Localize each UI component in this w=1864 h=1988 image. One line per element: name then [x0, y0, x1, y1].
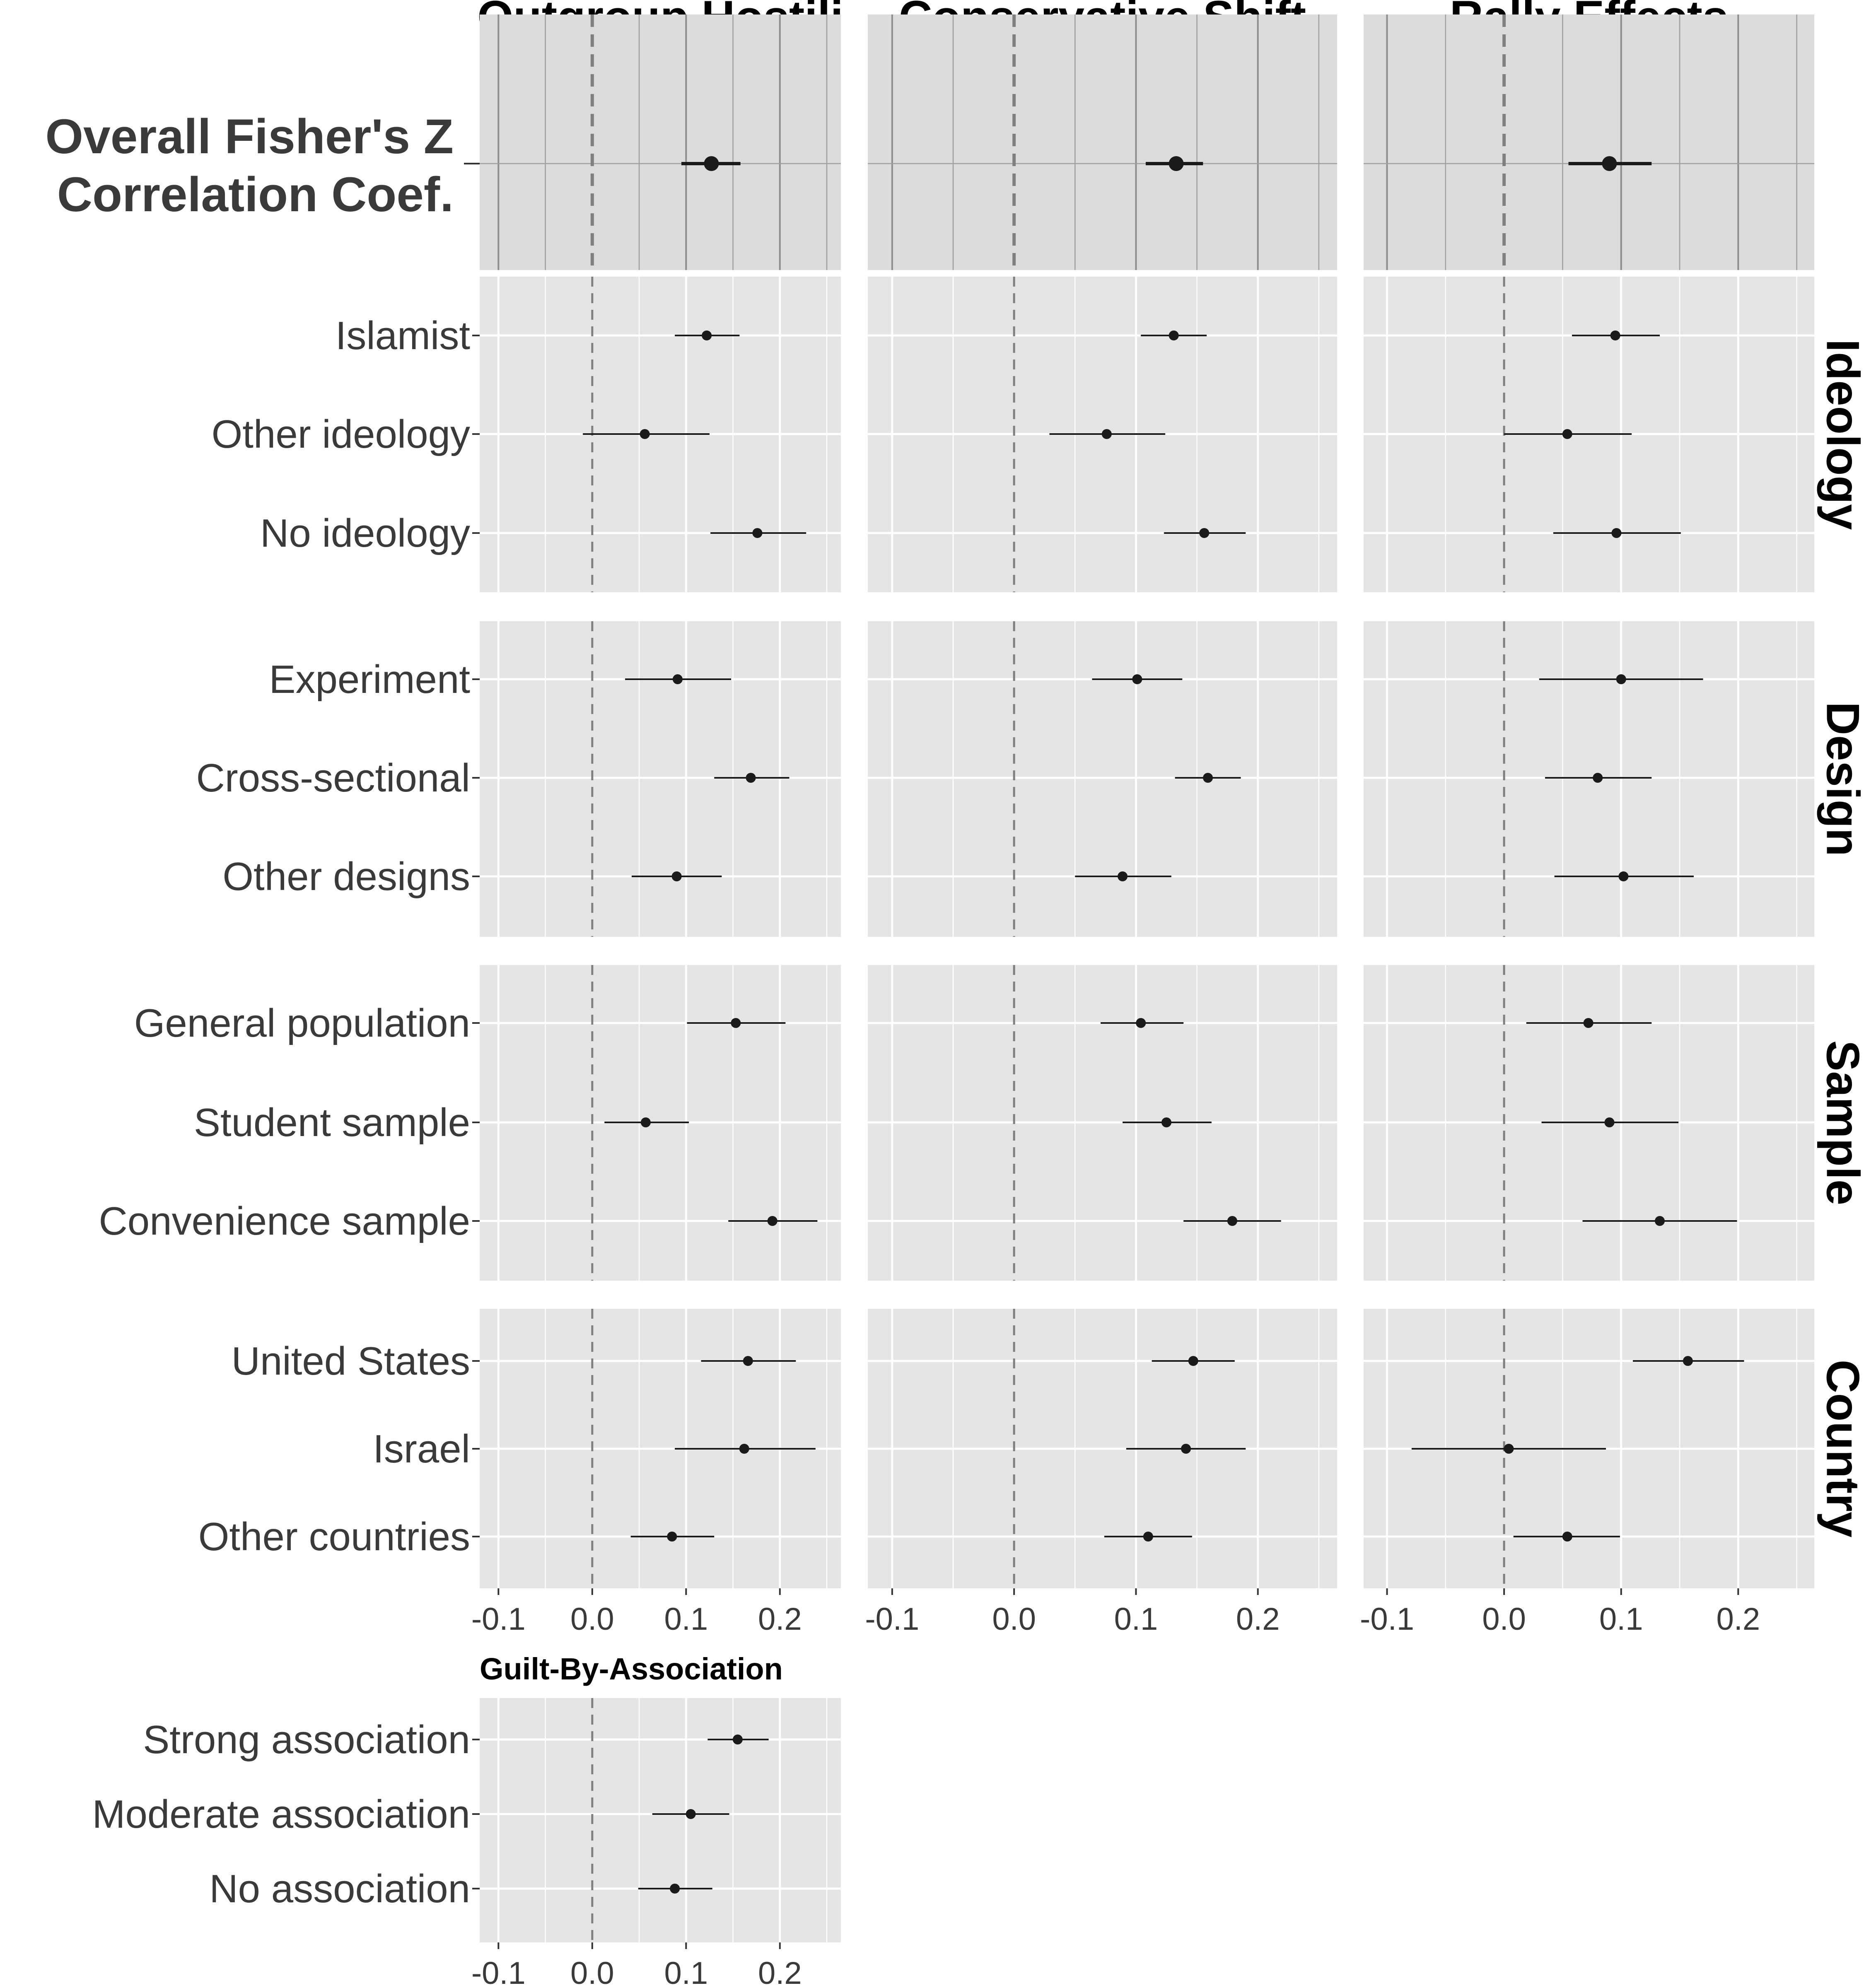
- country-row-point-estimate: [1143, 1532, 1153, 1542]
- overall-panel-background: [480, 14, 841, 270]
- guilt-row-point-estimate: [732, 1735, 743, 1744]
- design-row-point-estimate: [671, 871, 682, 881]
- row-label: Other ideology: [212, 412, 470, 456]
- main-axis-x-tick-label: 0.2: [1716, 1602, 1760, 1637]
- design-row-point-estimate: [1118, 871, 1128, 881]
- sample-row-point-estimate: [1604, 1117, 1615, 1127]
- overall-point-estimate: [1169, 156, 1184, 171]
- main-axis-x-tick-label: 0.0: [992, 1602, 1036, 1637]
- design-panel-background: [868, 621, 1337, 937]
- row-label: Israel: [373, 1427, 470, 1471]
- row-label: Cross-sectional: [196, 756, 470, 800]
- guilt-panel-background: [480, 1698, 841, 1942]
- design-panel-background: [1364, 621, 1814, 937]
- sample-row-point-estimate: [1227, 1216, 1237, 1226]
- guilt-axis-x-tick-label: 0.1: [664, 1956, 708, 1988]
- main-axis-x-tick-label: -0.1: [865, 1602, 919, 1637]
- country-row-point-estimate: [1683, 1356, 1693, 1366]
- row-label: Other countries: [198, 1515, 470, 1559]
- guilt-row-point-estimate: [686, 1809, 696, 1819]
- guilt-row-label: Strong association: [143, 1718, 470, 1762]
- ideology-row-point-estimate: [1611, 528, 1622, 538]
- ideology-row-point-estimate: [1169, 331, 1179, 340]
- country-row-point-estimate: [1504, 1444, 1514, 1454]
- sample-row-point-estimate: [767, 1216, 777, 1226]
- main-axis-x-tick-label: 0.1: [1599, 1602, 1643, 1637]
- overall-effect-label: Overall Fisher's Z: [45, 109, 454, 164]
- guilt-axis-x-tick-label: 0.0: [570, 1956, 614, 1988]
- country-row-point-estimate: [667, 1532, 677, 1542]
- country-row-point-estimate: [739, 1444, 749, 1454]
- main-axis-x-tick-label: -0.1: [1360, 1602, 1414, 1637]
- overall-panel-background: [1364, 14, 1814, 270]
- guilt-row-point-estimate: [670, 1884, 680, 1894]
- ideology-row-point-estimate: [752, 528, 763, 538]
- main-axis-x-tick-label: 0.0: [1482, 1602, 1526, 1637]
- sample-row-point-estimate: [1161, 1117, 1171, 1127]
- design-row-point-estimate: [1618, 871, 1629, 881]
- guilt-axis-x-tick-label: 0.2: [758, 1956, 802, 1988]
- facet-strip-label: Country: [1817, 1360, 1864, 1537]
- country-row-point-estimate: [1188, 1356, 1198, 1366]
- row-label: Student sample: [194, 1100, 470, 1145]
- row-label: No ideology: [260, 511, 470, 555]
- country-row-point-estimate: [1562, 1532, 1572, 1542]
- overall-point-estimate: [1602, 156, 1617, 171]
- design-row-point-estimate: [672, 674, 683, 684]
- ideology-row-point-estimate: [1101, 429, 1112, 439]
- facet-strip-label: Ideology: [1817, 339, 1864, 530]
- main-axis-x-tick-label: -0.1: [471, 1602, 526, 1637]
- design-panel-background: [480, 621, 841, 937]
- row-label: Convenience sample: [99, 1199, 470, 1243]
- sample-row-point-estimate: [1583, 1018, 1594, 1028]
- guilt-panel-title: Guilt-By-Association: [480, 1652, 783, 1686]
- row-label: Other designs: [222, 854, 470, 899]
- main-axis-x-tick-label: 0.2: [758, 1602, 802, 1637]
- country-row-point-estimate: [743, 1356, 753, 1366]
- ideology-row-point-estimate: [1610, 331, 1620, 340]
- ideology-row-point-estimate: [702, 331, 712, 340]
- main-axis-x-tick-label: 0.1: [664, 1602, 708, 1637]
- overall-point-estimate: [704, 156, 719, 171]
- design-row-point-estimate: [746, 773, 756, 783]
- row-label: United States: [232, 1339, 470, 1383]
- row-label: General population: [134, 1001, 470, 1045]
- design-row-point-estimate: [1203, 773, 1213, 783]
- sample-row-point-estimate: [1136, 1018, 1146, 1028]
- row-label: Islamist: [336, 314, 470, 358]
- country-row-point-estimate: [1181, 1444, 1191, 1454]
- guilt-row-label: Moderate association: [92, 1792, 470, 1836]
- guilt-row-label: No association: [209, 1867, 470, 1911]
- guilt-axis-x-tick-label: -0.1: [471, 1956, 526, 1988]
- design-row-point-estimate: [1593, 773, 1603, 783]
- main-axis-x-tick-label: 0.1: [1114, 1602, 1158, 1637]
- main-axis-x-tick-label: 0.0: [570, 1602, 614, 1637]
- main-axis-x-tick-label: 0.2: [1236, 1602, 1280, 1637]
- sample-row-point-estimate: [731, 1018, 741, 1028]
- sample-row-point-estimate: [640, 1117, 651, 1127]
- ideology-row-point-estimate: [640, 429, 650, 439]
- row-label: Experiment: [269, 657, 470, 702]
- overall-effect-label: Correlation Coef.: [57, 167, 454, 222]
- sample-row-point-estimate: [1654, 1216, 1665, 1226]
- ideology-row-point-estimate: [1199, 528, 1210, 538]
- overall-panel-background: [868, 14, 1337, 270]
- facet-strip-label: Design: [1817, 702, 1864, 856]
- design-row-point-estimate: [1132, 674, 1142, 684]
- ideology-row-point-estimate: [1562, 429, 1572, 439]
- design-row-point-estimate: [1616, 674, 1626, 684]
- facet-strip-label: Sample: [1817, 1040, 1864, 1205]
